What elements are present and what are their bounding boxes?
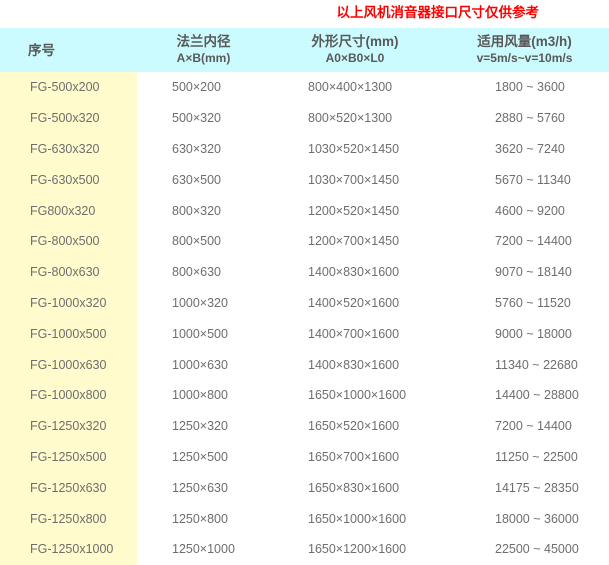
cell-airflow: 18000 ~ 36000 — [440, 503, 609, 534]
cell-flange: 1250×500 — [137, 441, 270, 473]
cell-model: FG-1000x320 — [0, 287, 137, 319]
cell-dimensions: 800×400×1300 — [270, 72, 440, 103]
cell-dimensions: 1650×520×1600 — [270, 410, 440, 442]
cell-dimensions: 1650×1200×1600 — [270, 533, 440, 565]
table-row: FG-800x630 800×630 1400×830×1600 9070 ~ 181… — [0, 256, 609, 288]
cell-airflow: 1800 ~ 3600 — [440, 72, 609, 103]
cell-model: FG-1250x630 — [0, 472, 137, 504]
cell-model: FG-800x500 — [0, 225, 137, 257]
table-row: FG-1000x630 1000×630 1400×830×1600 11340 ~ … — [0, 349, 609, 380]
cell-dimensions: 1650×700×1600 — [270, 441, 440, 473]
cell-dimensions: 1400×830×1600 — [270, 349, 440, 380]
cell-dimensions: 1400×520×1600 — [270, 287, 440, 319]
cell-flange: 500×320 — [137, 102, 270, 134]
table-row: FG-1000x320 1000×320 1400×520×1600 5760 ~ 1… — [0, 287, 609, 319]
cell-airflow: 9000 ~ 18000 — [440, 318, 609, 350]
column-header-airflow-line2: v=5m/s~v=10m/s — [476, 51, 573, 65]
cell-flange: 1000×500 — [137, 318, 270, 350]
cell-dimensions: 1400×700×1600 — [270, 318, 440, 350]
cell-dimensions: 1030×520×1450 — [270, 133, 440, 165]
cell-model: FG-500x320 — [0, 102, 137, 134]
cell-airflow: 22500 ~ 45000 — [440, 533, 609, 565]
cell-dimensions: 1650×830×1600 — [270, 472, 440, 504]
cell-airflow: 14175 ~ 28350 — [440, 472, 609, 504]
table-row: FG-1000x500 1000×500 1400×700×1600 9000 ~ 1… — [0, 318, 609, 350]
cell-airflow: 5760 ~ 11520 — [440, 287, 609, 319]
cell-dimensions: 1650×1000×1600 — [270, 503, 440, 534]
table-row: FG-800x500 800×500 1200×700×1450 7200 ~ 144… — [0, 225, 609, 257]
cell-airflow: 11250 ~ 22500 — [440, 441, 609, 473]
cell-airflow: 4600 ~ 9200 — [440, 195, 609, 226]
cell-flange: 1250×800 — [137, 503, 270, 534]
column-header-airflow: 适用风量(m3/h) v=5m/s~v=10m/s — [440, 28, 609, 72]
cell-dimensions: 800×520×1300 — [270, 102, 440, 134]
table-row: FG-500x320 500×320 800×520×1300 2880 ~ 5760 — [0, 102, 609, 134]
column-header-dimensions-line1: 外形尺寸(mm) — [311, 34, 399, 49]
cell-airflow: 7200 ~ 14400 — [440, 410, 609, 442]
cell-model: FG-1250x800 — [0, 503, 137, 534]
cell-flange: 800×630 — [137, 256, 270, 288]
table-row: FG-1250x800 1250×800 1650×1000×1600 18000 ~… — [0, 503, 609, 534]
cell-model: FG-630x500 — [0, 164, 137, 196]
cell-dimensions: 1400×830×1600 — [270, 256, 440, 288]
cell-airflow: 14400 ~ 28800 — [440, 379, 609, 411]
cell-model: FG-1250x500 — [0, 441, 137, 473]
cell-model: FG-1250x320 — [0, 410, 137, 442]
cell-model: FG-1000x800 — [0, 379, 137, 411]
table-row: FG-630x500 630×500 1030×700×1450 5670 ~ 113… — [0, 164, 609, 196]
disclaimer-note: 以上风机消音器接口尺寸仅供参考 — [336, 5, 540, 20]
cell-flange: 1000×630 — [137, 349, 270, 380]
table-row: FG-1250x1000 1250×1000 1650×1200×1600 22500… — [0, 533, 609, 565]
fan-silencer-spec-table: 序号 法兰内径 A×B(mm) 外形尺寸(mm) A0×B0×L0 适用风量(m… — [0, 28, 609, 565]
cell-flange: 630×500 — [137, 164, 270, 196]
note-bar: 以上风机消音器接口尺寸仅供参考 — [0, 0, 609, 28]
table-row: FG-630x320 630×320 1030×520×1450 3620 ~ 724… — [0, 133, 609, 165]
column-header-index: 序号 — [0, 28, 137, 72]
cell-dimensions: 1030×700×1450 — [270, 164, 440, 196]
cell-model: FG800x320 — [0, 195, 137, 226]
column-header-index-line1: 序号 — [28, 42, 55, 58]
cell-airflow: 9070 ~ 18140 — [440, 256, 609, 288]
cell-model: FG-1000x500 — [0, 318, 137, 350]
table-head: 序号 法兰内径 A×B(mm) 外形尺寸(mm) A0×B0×L0 适用风量(m… — [0, 28, 609, 72]
column-header-flange-line2: A×B(mm) — [176, 51, 231, 65]
cell-flange: 1000×800 — [137, 379, 270, 411]
cell-flange: 800×500 — [137, 225, 270, 257]
cell-model: FG-1000x630 — [0, 349, 137, 380]
table-body: FG-500x200 500×200 800×400×1300 1800 ~ 3600… — [0, 72, 609, 565]
cell-airflow: 11340 ~ 22680 — [440, 349, 609, 380]
cell-flange: 1250×1000 — [137, 533, 270, 565]
cell-airflow: 3620 ~ 7240 — [440, 133, 609, 165]
cell-dimensions: 1650×1000×1600 — [270, 379, 440, 411]
cell-flange: 500×200 — [137, 72, 270, 103]
cell-dimensions: 1200×700×1450 — [270, 225, 440, 257]
cell-model: FG-500x200 — [0, 72, 137, 103]
table-row: FG-1250x630 1250×630 1650×830×1600 14175 ~ … — [0, 472, 609, 504]
cell-flange: 800×320 — [137, 195, 270, 226]
table-row: FG800x320 800×320 1200×520×1450 4600 ~ 9200 — [0, 195, 609, 226]
column-header-flange: 法兰内径 A×B(mm) — [137, 28, 270, 72]
table-header-row: 序号 法兰内径 A×B(mm) 外形尺寸(mm) A0×B0×L0 适用风量(m… — [0, 28, 609, 72]
table-row: FG-1000x800 1000×800 1650×1000×1600 14400 ~… — [0, 379, 609, 411]
column-header-dimensions: 外形尺寸(mm) A0×B0×L0 — [270, 28, 440, 72]
column-header-airflow-line1: 适用风量(m3/h) — [477, 34, 572, 49]
cell-airflow: 5670 ~ 11340 — [440, 164, 609, 196]
column-header-flange-line1: 法兰内径 — [176, 34, 231, 49]
column-header-dimensions-line2: A0×B0×L0 — [325, 51, 385, 65]
table-row: FG-1250x500 1250×500 1650×700×1600 11250 ~ … — [0, 441, 609, 473]
table-row: FG-500x200 500×200 800×400×1300 1800 ~ 3600 — [0, 72, 609, 103]
cell-airflow: 7200 ~ 14400 — [440, 225, 609, 257]
cell-flange: 1250×320 — [137, 410, 270, 442]
table-row: FG-1250x320 1250×320 1650×520×1600 7200 ~ 1… — [0, 410, 609, 442]
cell-flange: 630×320 — [137, 133, 270, 165]
cell-airflow: 2880 ~ 5760 — [440, 102, 609, 134]
cell-model: FG-1250x1000 — [0, 533, 137, 565]
cell-dimensions: 1200×520×1450 — [270, 195, 440, 226]
cell-model: FG-630x320 — [0, 133, 137, 165]
cell-flange: 1000×320 — [137, 287, 270, 319]
cell-flange: 1250×630 — [137, 472, 270, 504]
cell-model: FG-800x630 — [0, 256, 137, 288]
